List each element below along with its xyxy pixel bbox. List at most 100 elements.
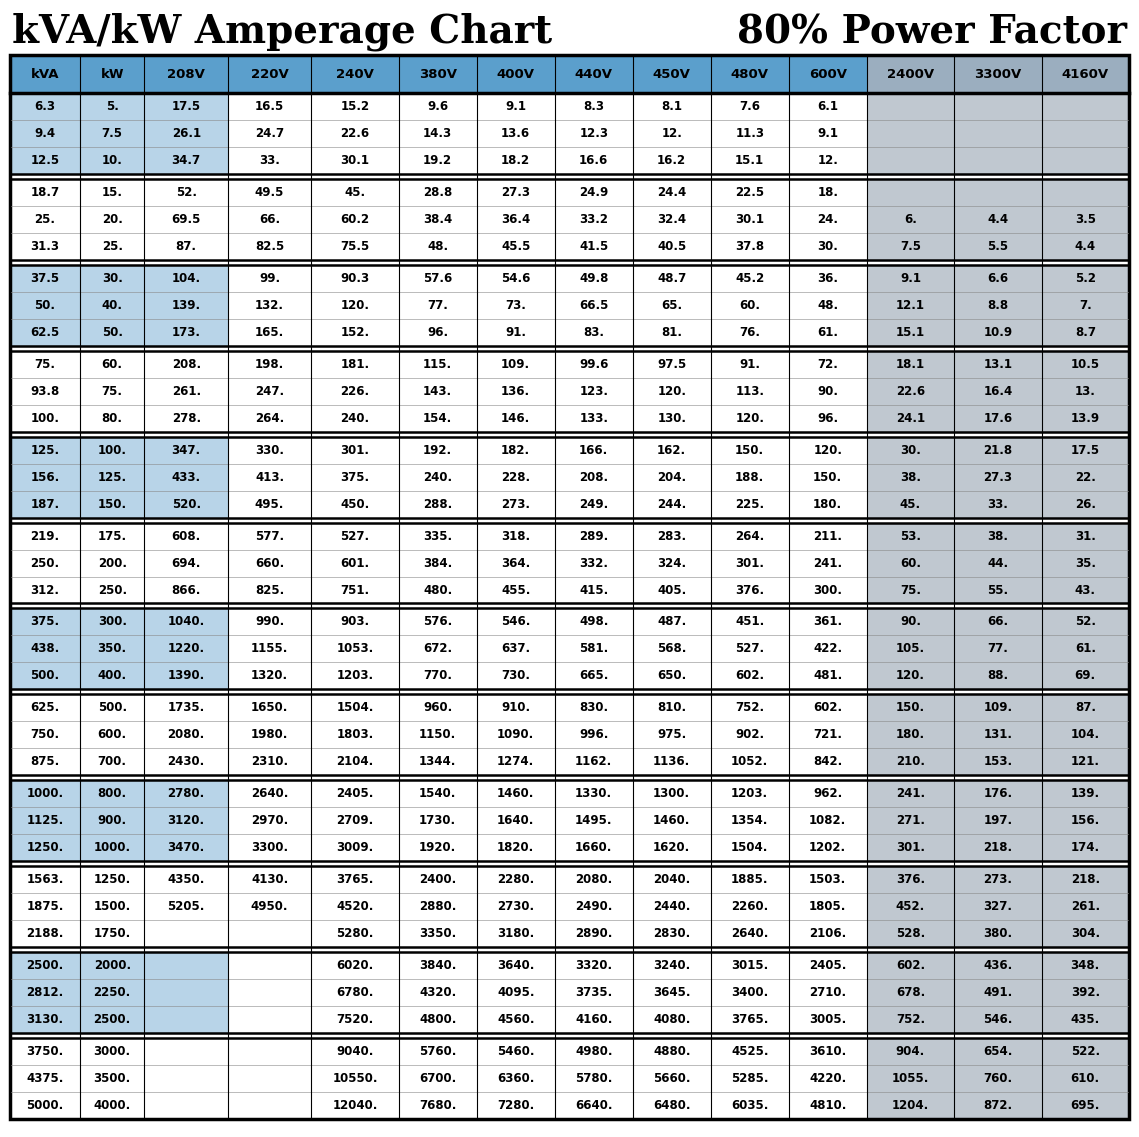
Text: 187.: 187. — [31, 498, 59, 511]
Bar — [399, 952, 477, 979]
Text: 9.1: 9.1 — [900, 272, 921, 285]
Text: 62.5: 62.5 — [31, 326, 59, 339]
Text: 60.: 60. — [739, 299, 760, 312]
Bar — [477, 748, 555, 775]
Bar — [80, 866, 145, 894]
Bar — [311, 1065, 399, 1092]
Bar — [632, 780, 711, 807]
Text: 2400.: 2400. — [419, 873, 457, 886]
Bar — [311, 807, 399, 835]
Text: 150.: 150. — [735, 443, 764, 457]
Text: 45.5: 45.5 — [501, 240, 531, 252]
Bar — [10, 206, 80, 233]
Text: 376.: 376. — [896, 873, 925, 886]
Bar — [399, 318, 477, 346]
Bar — [788, 979, 867, 1006]
Text: 568.: 568. — [657, 642, 687, 655]
Text: 180.: 180. — [813, 498, 843, 511]
Text: 527.: 527. — [341, 530, 369, 542]
Bar — [399, 121, 477, 147]
Bar — [711, 147, 788, 174]
Text: 1650.: 1650. — [251, 702, 288, 714]
Text: 109.: 109. — [983, 702, 1013, 714]
Text: 4375.: 4375. — [26, 1072, 64, 1085]
Text: 2970.: 2970. — [251, 814, 288, 828]
Text: 450V: 450V — [653, 67, 690, 81]
Text: 1090.: 1090. — [497, 729, 534, 741]
Text: 16.5: 16.5 — [255, 100, 285, 113]
Bar — [711, 608, 788, 636]
Bar — [555, 523, 632, 549]
Bar — [867, 952, 954, 979]
Text: 2080.: 2080. — [167, 729, 205, 741]
Bar — [788, 894, 867, 920]
Bar — [10, 179, 80, 206]
Bar — [80, 292, 145, 318]
Text: 902.: 902. — [735, 729, 764, 741]
Bar — [10, 121, 80, 147]
Bar — [10, 608, 80, 636]
Text: 455.: 455. — [501, 583, 531, 597]
Text: 123.: 123. — [580, 384, 608, 398]
Bar — [80, 721, 145, 748]
Bar — [145, 292, 228, 318]
Text: 60.: 60. — [101, 358, 123, 371]
Bar — [477, 866, 555, 894]
Text: 1563.: 1563. — [26, 873, 64, 886]
Text: 5205.: 5205. — [167, 901, 205, 913]
Bar — [867, 318, 954, 346]
Bar — [477, 576, 555, 604]
Bar — [555, 549, 632, 576]
Text: 996.: 996. — [579, 729, 608, 741]
Text: 413.: 413. — [255, 471, 284, 483]
Bar — [867, 549, 954, 576]
Text: 17.6: 17.6 — [983, 412, 1013, 425]
Text: 33.2: 33.2 — [580, 213, 608, 226]
Bar — [954, 179, 1041, 206]
Text: 3470.: 3470. — [167, 841, 205, 854]
Text: 752.: 752. — [735, 702, 764, 714]
Text: 3.5: 3.5 — [1075, 213, 1096, 226]
Bar — [788, 147, 867, 174]
Bar — [10, 523, 80, 549]
Text: 44.: 44. — [988, 556, 1008, 570]
Bar — [80, 979, 145, 1006]
Bar — [632, 490, 711, 517]
Text: 156.: 156. — [31, 471, 59, 483]
Text: 1000.: 1000. — [93, 841, 131, 854]
Bar — [954, 464, 1041, 490]
Bar — [788, 866, 867, 894]
Text: 910.: 910. — [501, 702, 531, 714]
Text: 900.: 900. — [98, 814, 126, 828]
Text: 288.: 288. — [423, 498, 452, 511]
Text: 35.: 35. — [1075, 556, 1096, 570]
Text: 130.: 130. — [657, 412, 686, 425]
Bar — [10, 464, 80, 490]
Bar — [10, 377, 80, 405]
Text: 520.: 520. — [172, 498, 200, 511]
Bar — [632, 1038, 711, 1065]
Bar — [555, 292, 632, 318]
Text: 602.: 602. — [896, 960, 925, 972]
Text: 87.: 87. — [1075, 702, 1096, 714]
Text: 38.4: 38.4 — [423, 213, 452, 226]
Text: 610.: 610. — [1071, 1072, 1100, 1085]
Bar — [632, 636, 711, 663]
Text: 452.: 452. — [895, 901, 925, 913]
Bar — [954, 318, 1041, 346]
Text: 301.: 301. — [735, 556, 764, 570]
Bar — [311, 377, 399, 405]
Bar — [477, 549, 555, 576]
Bar — [632, 464, 711, 490]
Bar — [311, 437, 399, 464]
Bar — [477, 835, 555, 861]
Bar — [477, 265, 555, 292]
Bar — [711, 490, 788, 517]
Text: 2104.: 2104. — [336, 755, 374, 769]
Text: 3000.: 3000. — [93, 1045, 131, 1059]
Text: 2830.: 2830. — [653, 927, 690, 940]
Bar — [867, 780, 954, 807]
Bar — [228, 233, 311, 260]
Text: 104.: 104. — [172, 272, 200, 285]
Text: 100.: 100. — [98, 443, 126, 457]
